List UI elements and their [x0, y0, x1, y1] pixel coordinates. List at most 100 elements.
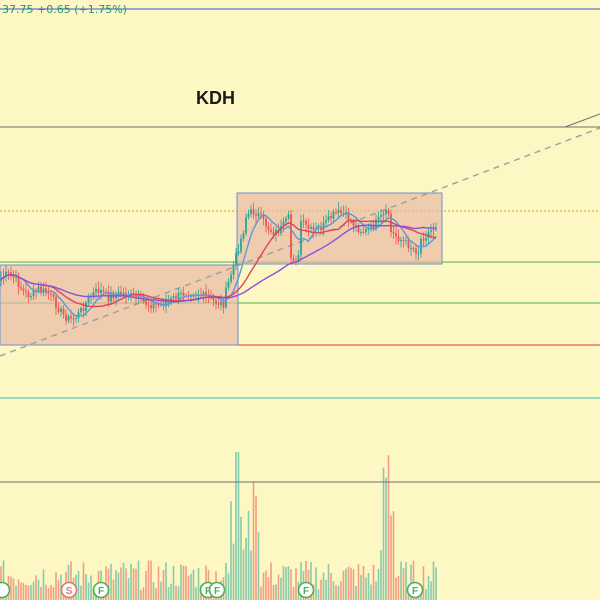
volume-bar [147, 560, 150, 600]
candle-body [250, 209, 252, 214]
candle-body [152, 303, 155, 309]
volume-bar [177, 586, 180, 600]
candle-body [347, 212, 350, 221]
volume-bar [390, 515, 392, 600]
volume-bar [280, 577, 282, 600]
candle-body [172, 296, 175, 298]
candle-body [212, 297, 215, 301]
candle-body [30, 296, 32, 298]
volume-bar [50, 585, 52, 600]
candle-body [270, 229, 272, 232]
candle-body [262, 214, 265, 219]
volume-bar [260, 586, 262, 600]
volume-bar [145, 570, 147, 600]
volume-bar [2, 560, 5, 600]
volume-bar [167, 587, 170, 600]
candle-body [397, 236, 400, 242]
candle-body [65, 314, 67, 321]
volume-bar [135, 568, 137, 600]
candle-body [220, 301, 222, 305]
candle-body [337, 209, 340, 213]
candle-body [150, 305, 152, 309]
candle-body [235, 253, 237, 265]
volume-bar [425, 589, 427, 600]
candle-body [230, 274, 232, 282]
candle-body [372, 224, 375, 229]
volume-bar [290, 569, 292, 600]
candle-body [125, 293, 127, 297]
candle-body [147, 304, 150, 306]
candle-body [287, 214, 290, 219]
volume-bar [357, 564, 360, 600]
volume-bar [57, 580, 60, 600]
volume-bar [372, 564, 375, 600]
volume-bar [432, 561, 435, 600]
volume-bar [292, 587, 295, 600]
volume-bar [42, 569, 45, 600]
volume-bar [190, 573, 192, 600]
volume-bar [395, 577, 397, 600]
volume-bar [165, 562, 167, 600]
volume-bar [345, 568, 347, 600]
candle-body [102, 290, 105, 292]
candle-body [332, 211, 335, 219]
candle-body [325, 220, 327, 223]
volume-bar [192, 569, 195, 600]
volume-bar [252, 482, 255, 600]
volume-bar [122, 562, 125, 600]
candle-body [402, 239, 405, 241]
volume-bar [242, 549, 245, 600]
volume-bar [185, 565, 187, 600]
volume-bar [37, 579, 40, 600]
candle-body [67, 316, 70, 321]
volume-bar [115, 570, 117, 600]
volume-bar [112, 579, 115, 600]
candle-body [52, 294, 55, 297]
volume-bar [227, 573, 230, 600]
volume-bar [277, 574, 280, 600]
candle-body [380, 215, 382, 217]
volume-bar [250, 550, 252, 600]
candle-body [260, 213, 262, 215]
volume-bar [422, 566, 425, 600]
earnings-marker-circle [92, 581, 110, 599]
candle-body [302, 220, 305, 222]
volume-bar [317, 589, 320, 600]
candle-body [405, 240, 407, 242]
volume-bar [162, 570, 165, 600]
volume-bar [285, 567, 287, 600]
candle-body [285, 218, 287, 222]
candle-body [290, 214, 292, 259]
volume-bar [320, 579, 322, 600]
candle-body [400, 239, 402, 242]
volume-bar [92, 588, 95, 600]
volume-bar [385, 477, 387, 600]
earnings-marker-circle [208, 581, 226, 599]
volume-bar [360, 574, 362, 600]
candle-body [267, 226, 270, 230]
volume-bar [322, 572, 325, 600]
candle-body [82, 308, 85, 311]
volume-bar [355, 585, 357, 600]
candle-body [10, 272, 12, 275]
dividend-marker-label: S [66, 586, 73, 597]
consolidation-box-left [0, 264, 239, 346]
candle-body [295, 260, 297, 262]
candle-body [352, 220, 355, 226]
volume-bar [80, 585, 82, 600]
candle-body [252, 209, 255, 215]
volume-bar [150, 560, 152, 600]
candle-body [92, 292, 95, 297]
candle-body [107, 291, 110, 302]
earnings-marker-circle [297, 581, 315, 599]
candle-body [232, 264, 235, 275]
candle-body [60, 308, 62, 312]
volume-bar [15, 585, 17, 600]
volume-bar [255, 495, 257, 600]
volume-bar [55, 572, 57, 600]
candle-body [175, 296, 177, 299]
volume-bar [172, 566, 175, 600]
candle-body [272, 231, 275, 235]
